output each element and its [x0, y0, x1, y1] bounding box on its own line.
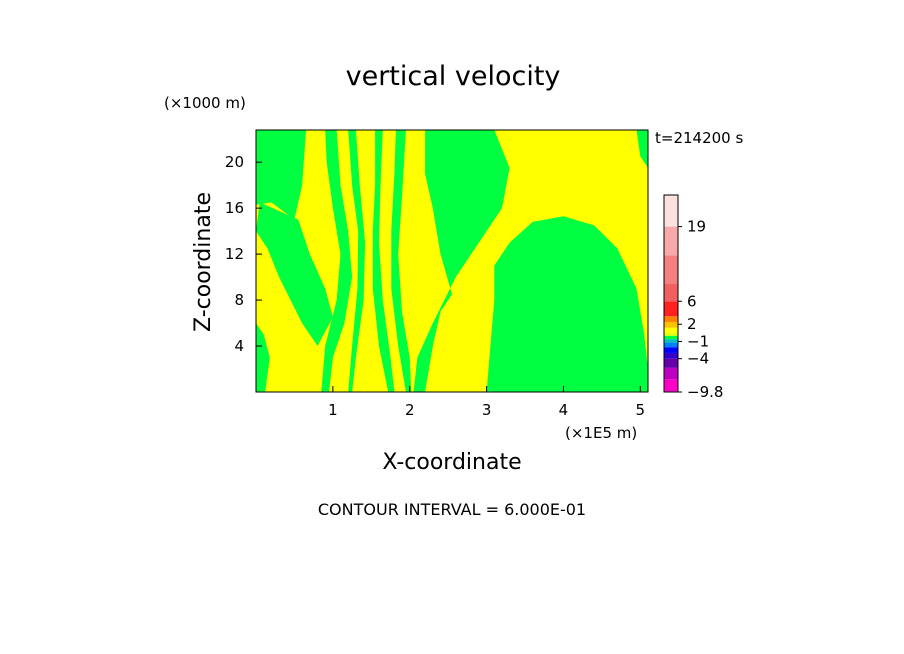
- y-tick-label: 20: [225, 153, 244, 171]
- region-upper-left-green: [256, 130, 306, 220]
- colorbar-swatch: [664, 327, 678, 333]
- region-middle-green-band-1: [321, 130, 353, 392]
- colorbar-tick-label: −9.8: [687, 383, 723, 401]
- y-axis-ticks: 4 8 12 16 20: [225, 153, 262, 355]
- region-upper-right-green: [636, 130, 648, 168]
- colorbar-swatch: [664, 195, 678, 227]
- colorbar-swatch: [664, 226, 678, 256]
- colorbar-swatch: [664, 301, 678, 317]
- colorbar-tick-label: 19: [687, 218, 706, 236]
- region-right-middle-green: [413, 130, 510, 392]
- colorbar-frame: [663, 194, 679, 393]
- x-unit-label: (×1E5 m): [565, 424, 637, 442]
- colorbar-swatch: [664, 284, 678, 302]
- colorbar-tick-label: −1: [687, 332, 709, 350]
- time-label: t=214200 s: [655, 129, 743, 147]
- y-unit-label: (×1000 m): [164, 94, 246, 112]
- y-tick-label: 12: [225, 245, 244, 263]
- region-left-green-tongue: [256, 202, 333, 346]
- colorbar-swatch: [664, 316, 678, 322]
- contour-interval-label: CONTOUR INTERVAL = 6.000E-01: [318, 500, 586, 519]
- region-middle-green-band-3: [372, 130, 395, 392]
- colorbar-swatch: [664, 379, 678, 392]
- y-axis-label: Z-coordinate: [191, 192, 216, 332]
- x-tick-label: 5: [636, 401, 646, 419]
- region-lower-right-green-dome: [486, 216, 648, 392]
- colorbar-tick-label: 6: [687, 292, 697, 310]
- x-tick-label: 3: [482, 401, 492, 419]
- colorbar-swatch: [664, 255, 678, 285]
- colorbar-swatch: [664, 335, 678, 340]
- x-tick-label: 1: [328, 401, 338, 419]
- colorbar-swatch: [664, 358, 678, 368]
- colorbar-swatch: [664, 352, 678, 359]
- plot-frame: [255, 129, 649, 393]
- x-tick-label: 2: [405, 401, 415, 419]
- region-middle-green-band-2: [348, 130, 366, 392]
- x-axis-ticks: 1 2 3 4 5: [328, 386, 645, 419]
- x-axis-label: X-coordinate: [382, 450, 521, 475]
- colorbar-tick-label: −4: [687, 350, 709, 368]
- plot-area: [255, 129, 649, 393]
- colorbar-tick-label: 2: [687, 315, 697, 333]
- colorbar-swatch: [664, 342, 678, 348]
- colorbar-swatch: [664, 347, 678, 353]
- region-lower-left-green: [256, 323, 270, 392]
- colorbar-swatch: [664, 367, 678, 380]
- chart-title: vertical velocity: [346, 61, 561, 92]
- y-tick-label: 4: [234, 337, 244, 355]
- colorbar-swatch: [664, 339, 678, 343]
- x-tick-label: 4: [559, 401, 569, 419]
- colorbar: 19 6 2−1−4 −9.8: [663, 194, 723, 401]
- field-regions: [256, 130, 648, 392]
- region-middle-green-band-4: [391, 130, 412, 392]
- y-tick-label: 16: [225, 199, 244, 217]
- y-tick-label: 8: [234, 291, 244, 309]
- colorbar-swatch: [664, 321, 678, 328]
- colorbar-swatch: [664, 332, 678, 336]
